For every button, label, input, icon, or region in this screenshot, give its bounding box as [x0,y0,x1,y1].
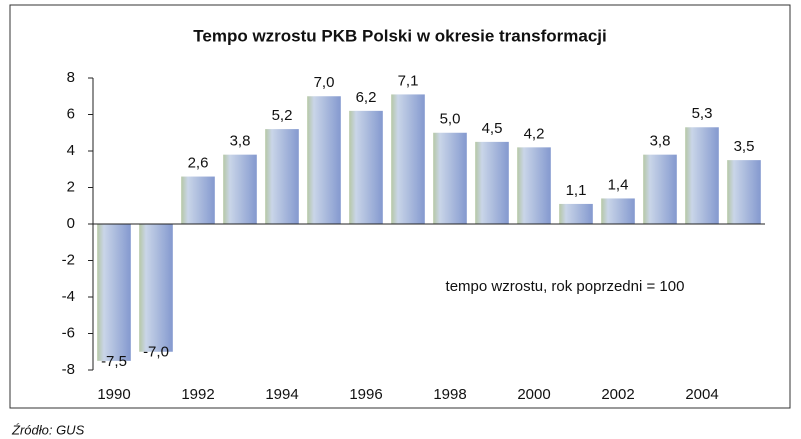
bar [517,147,551,224]
value-label: 3,8 [650,133,671,150]
bar [97,224,131,361]
y-tick-label: 8 [67,69,75,86]
bar [349,110,383,224]
bar [223,154,257,224]
y-tick-label: -6 [62,324,75,341]
x-tick-label: 2004 [685,386,718,403]
value-label: 7,0 [314,74,335,91]
value-label: 2,6 [188,155,209,172]
bar [727,160,761,224]
value-label: 1,4 [608,176,629,193]
y-tick-label: 6 [67,105,75,122]
bar [685,127,719,224]
bar [643,154,677,224]
x-tick-label: 1990 [97,386,130,403]
x-tick-label: 1992 [181,386,214,403]
annotation: tempo wzrostu, rok poprzedni = 100 [446,278,685,295]
bar [601,198,635,224]
y-tick-label: 2 [67,178,75,195]
bar [181,176,215,224]
value-label: 4,5 [482,120,503,137]
bar [433,132,467,224]
bar [475,141,509,224]
bar [559,203,593,224]
y-tick-label: 0 [67,215,75,232]
x-tick-label: 1994 [265,386,298,403]
value-label: 1,1 [566,182,587,199]
value-label: -7,5 [101,353,127,370]
bar [307,96,341,224]
bar [391,94,425,224]
x-tick-label: 2000 [517,386,550,403]
value-label: -7,0 [143,344,169,361]
y-tick-label: -4 [62,288,75,305]
value-label: 7,1 [398,72,419,89]
value-label: 5,2 [272,107,293,124]
value-label: 3,5 [734,138,755,155]
x-tick-label: 1998 [433,386,466,403]
chart-frame [9,4,791,409]
x-tick-label: 2002 [601,386,634,403]
y-tick-label: -8 [62,361,75,378]
value-label: 5,0 [440,111,461,128]
value-label: 5,3 [692,105,713,122]
bar [139,224,173,352]
value-label: 4,2 [524,125,545,142]
y-tick-label: -2 [62,251,75,268]
bar [265,129,299,224]
value-label: 3,8 [230,133,251,150]
value-label: 6,2 [356,89,377,106]
chart-title: Tempo wzrostu PKB Polski w okresie trans… [193,26,606,45]
y-tick-label: 4 [67,142,75,159]
x-tick-label: 1996 [349,386,382,403]
source: Źródło: GUS [11,422,85,437]
